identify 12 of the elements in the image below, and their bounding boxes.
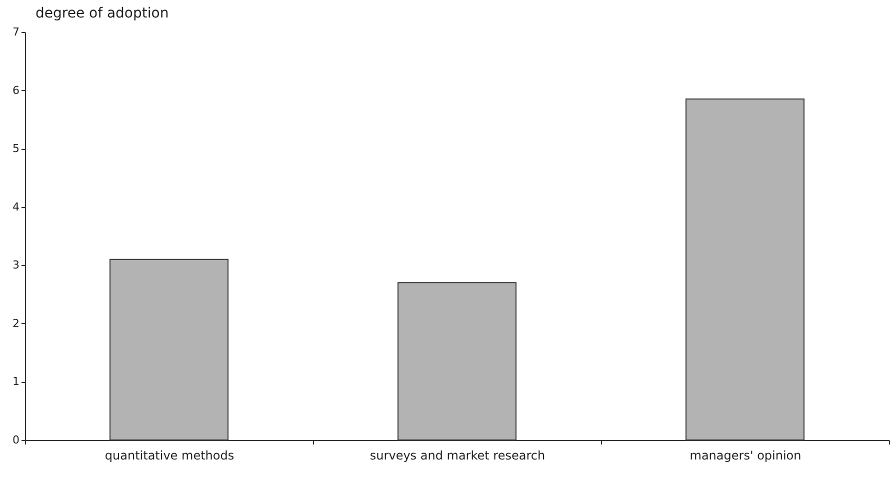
y-tick-label: 5	[12, 142, 20, 156]
y-tick-label: 6	[12, 84, 20, 97]
y-axis-title: degree of adoption	[36, 6, 169, 22]
y-tick-label: 3	[12, 258, 20, 272]
y-tick-label: 2	[12, 316, 20, 330]
x-tick-label: surveys and market research	[370, 448, 546, 462]
y-tick-label: 1	[12, 375, 20, 388]
x-tick-label: managers' opinion	[690, 448, 802, 462]
y-tick-label: 0	[12, 434, 20, 446]
y-tick-label: 7	[12, 26, 20, 38]
x-tick-label: quantitative methods	[104, 448, 234, 462]
y-tick-label: 4	[12, 200, 20, 214]
